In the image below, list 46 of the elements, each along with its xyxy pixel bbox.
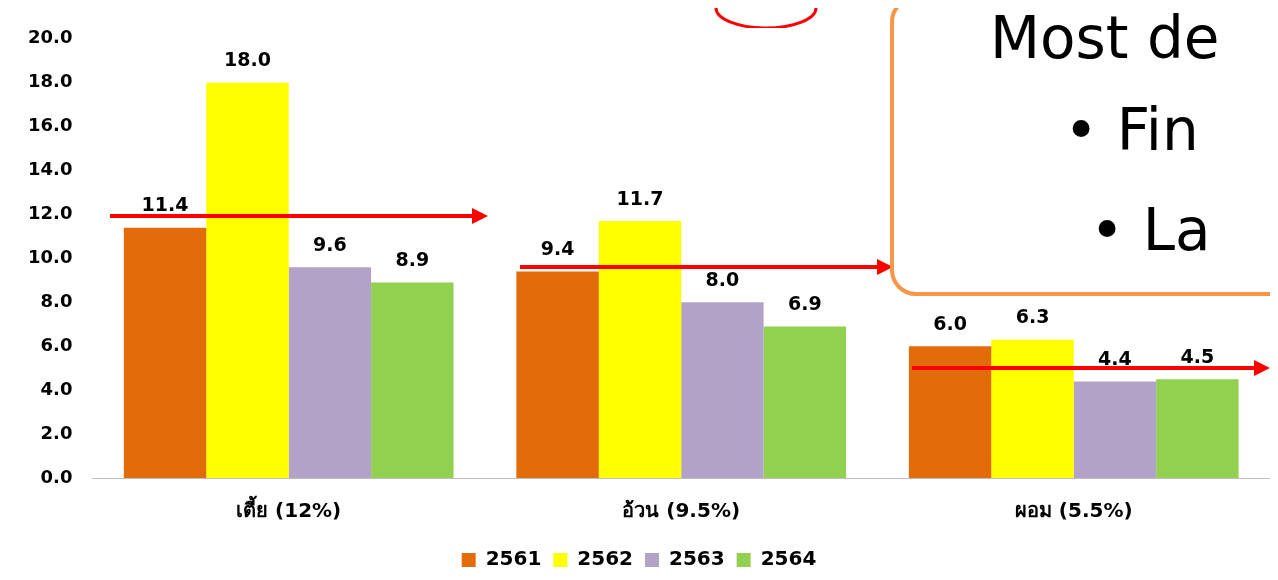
x-tick-label: ผอม (5.5%) (1014, 498, 1133, 523)
data-label: 9.6 (313, 232, 347, 255)
data-label: 6.0 (933, 311, 967, 334)
bar (598, 221, 682, 478)
data-label: 4.4 (1098, 346, 1132, 369)
y-tick-label: 14.0 (27, 158, 73, 180)
legend-label: 2561 (485, 546, 542, 571)
data-label: 4.5 (1180, 344, 1215, 367)
legend-label: 2564 (760, 546, 817, 571)
annotation: • Fin (1064, 96, 1199, 164)
data-label: 9.4 (540, 237, 575, 260)
data-label: 11.4 (141, 193, 189, 216)
y-tick-label: 0.0 (40, 465, 73, 487)
text-box: Most de • Fin • La (890, 8, 1270, 296)
data-label: 8.0 (705, 267, 740, 290)
annotation: • La (1090, 196, 1211, 264)
y-tick-label: 2.0 (40, 421, 73, 443)
data-label: 6.3 (1015, 305, 1050, 328)
data-label: 6.9 (788, 291, 822, 314)
bar (371, 282, 454, 478)
bar (681, 302, 764, 478)
bar (1073, 381, 1157, 478)
y-tick-label: 4.0 (40, 377, 73, 399)
bar (123, 227, 207, 478)
bar (908, 346, 992, 478)
bar (1156, 379, 1239, 478)
x-tick-label: อ้วน (9.5%) (622, 498, 741, 523)
bar (763, 326, 847, 478)
bar (516, 271, 599, 478)
legend-label: 2562 (577, 546, 634, 571)
annotation: Most de (990, 7, 1220, 72)
bar (991, 339, 1074, 478)
bar (288, 267, 372, 478)
y-tick-label: 8.0 (40, 289, 73, 311)
data-label: 11.7 (616, 186, 664, 209)
y-tick-label: 6.0 (40, 333, 73, 355)
y-tick-label: 10.0 (27, 246, 73, 268)
x-tick-label: เตี้ย (12%) (236, 495, 342, 523)
legend-label: 2563 (669, 546, 725, 571)
y-tick-label: 16.0 (27, 114, 73, 136)
bar (206, 82, 289, 478)
data-label: 8.9 (395, 247, 430, 270)
y-tick-label: 20.0 (27, 26, 73, 48)
y-tick-label: 18.0 (27, 70, 73, 92)
data-label: 18.0 (224, 48, 271, 71)
y-tick-label: 12.0 (27, 202, 73, 224)
